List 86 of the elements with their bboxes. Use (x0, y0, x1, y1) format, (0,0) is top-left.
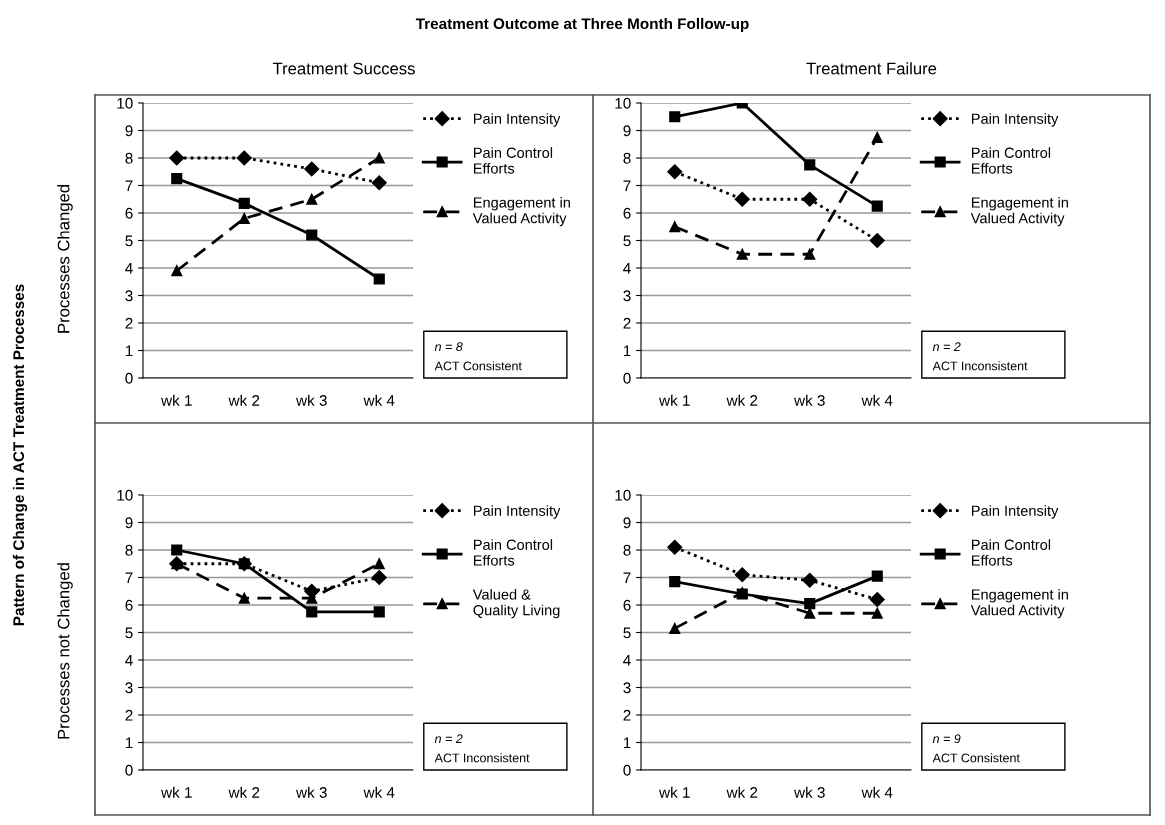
y-tick-label: 5 (125, 235, 133, 247)
y-tick-label: 6 (125, 599, 133, 611)
y-tick-label: 9 (623, 125, 631, 137)
y-tick-label: 9 (623, 517, 631, 529)
x-tick-label: wk 1 (659, 394, 690, 406)
y-tick-label: 1 (125, 345, 133, 357)
y-tick-label: 4 (125, 263, 133, 274)
x-tick-label: wk 4 (363, 394, 395, 406)
text: n = 2 (434, 734, 463, 743)
legend-label: Engagement in Valued Activity (472, 196, 570, 227)
legend-label: Pain Control Efforts (473, 539, 553, 566)
y-tick-label: 0 (623, 764, 631, 776)
y-tick-label: 8 (623, 544, 631, 556)
y-tick-label: 2 (623, 317, 631, 329)
y-tick-label: 2 (125, 317, 133, 329)
text: ACT Consistent (434, 361, 522, 371)
y-tick-label: 3 (623, 682, 631, 694)
legend-label: Pain Control Efforts (971, 147, 1051, 174)
legend-label: Pain Control Efforts (971, 539, 1051, 566)
y-tick-label: 10 (615, 97, 631, 109)
x-tick-label: wk 3 (296, 394, 327, 406)
y-tick-label: 9 (125, 517, 133, 529)
y-tick-label: 0 (623, 372, 631, 384)
y-tick-label: 1 (623, 737, 631, 749)
y-tick-label: 5 (623, 627, 631, 639)
y-tick-label: 8 (125, 152, 133, 164)
y-tick-label: 3 (623, 290, 631, 302)
text: Treatment Outcome at Three Month Follow-up (415, 17, 749, 33)
y-tick-label: 5 (125, 627, 133, 639)
y-tick-label: 10 (117, 489, 133, 501)
y-tick-label: 7 (125, 180, 133, 192)
legend-label: Pain Intensity (473, 113, 561, 127)
text: n = 8 (434, 342, 463, 352)
legend-label: Pain Intensity (971, 113, 1059, 127)
legend-label: Engagement in Valued Activity (970, 196, 1068, 227)
x-tick-label: wk 2 (726, 394, 758, 406)
y-tick-label: 2 (125, 709, 133, 721)
x-tick-label: wk 4 (861, 394, 893, 406)
x-tick-label: wk 4 (363, 786, 395, 798)
y-tick-label: 6 (623, 207, 631, 219)
y-tick-label: 7 (623, 180, 631, 192)
y-tick-label: 0 (125, 372, 133, 384)
y-tick-label: 6 (623, 599, 631, 611)
y-tick-label: 6 (125, 207, 133, 219)
text: n = 9 (932, 734, 961, 744)
legend-label: Pain Intensity (473, 505, 561, 519)
y-tick-label: 9 (125, 125, 133, 137)
y-tick-label: 4 (623, 263, 631, 274)
x-tick-label: wk 2 (726, 786, 758, 798)
y-tick-label: 7 (623, 572, 631, 584)
chart-subtitle: Treatment Success (272, 62, 415, 75)
y-tick-label: 2 (623, 709, 631, 721)
y-axis-title: Processes Changed (57, 185, 73, 333)
y-axis-title: Processes not Changed (57, 563, 73, 739)
legend-label: Valued & Quality Living (472, 588, 560, 619)
y-tick-label: 7 (125, 572, 133, 584)
legend-label: Pain Intensity (971, 505, 1059, 519)
x-tick-label: wk 2 (228, 394, 260, 406)
x-tick-label: wk 1 (659, 786, 690, 798)
legend-label: Engagement in Valued Activity (970, 588, 1068, 619)
legend-label: Pain Control Efforts (473, 147, 553, 174)
y-tick-label: 5 (623, 235, 631, 247)
x-tick-label: wk 3 (794, 786, 825, 798)
x-tick-label: wk 4 (861, 786, 893, 798)
y-tick-label: 4 (125, 655, 133, 666)
x-tick-label: wk 1 (161, 786, 192, 798)
x-tick-label: wk 3 (794, 394, 825, 406)
y-tick-label: 8 (623, 152, 631, 164)
y-tick-label: 4 (623, 655, 631, 666)
x-tick-label: wk 2 (228, 786, 260, 798)
y-tick-label: 1 (623, 345, 631, 357)
y-tick-label: 3 (125, 682, 133, 694)
text: Pattern of Change in ACT Treatment Processes (12, 284, 28, 626)
text: ACT Inconsistent (932, 361, 1028, 371)
text: ACT Inconsistent (434, 753, 530, 763)
text: n = 2 (932, 342, 961, 351)
x-tick-label: wk 1 (161, 394, 192, 406)
y-tick-label: 3 (125, 290, 133, 302)
x-tick-label: wk 3 (296, 786, 327, 798)
chart-subtitle: Treatment Failure (806, 62, 937, 75)
y-tick-label: 0 (125, 764, 133, 776)
y-tick-label: 10 (615, 489, 631, 501)
text: ACT Consistent (932, 753, 1020, 763)
y-tick-label: 1 (125, 737, 133, 749)
y-tick-label: 8 (125, 544, 133, 556)
y-tick-label: 10 (117, 97, 133, 109)
